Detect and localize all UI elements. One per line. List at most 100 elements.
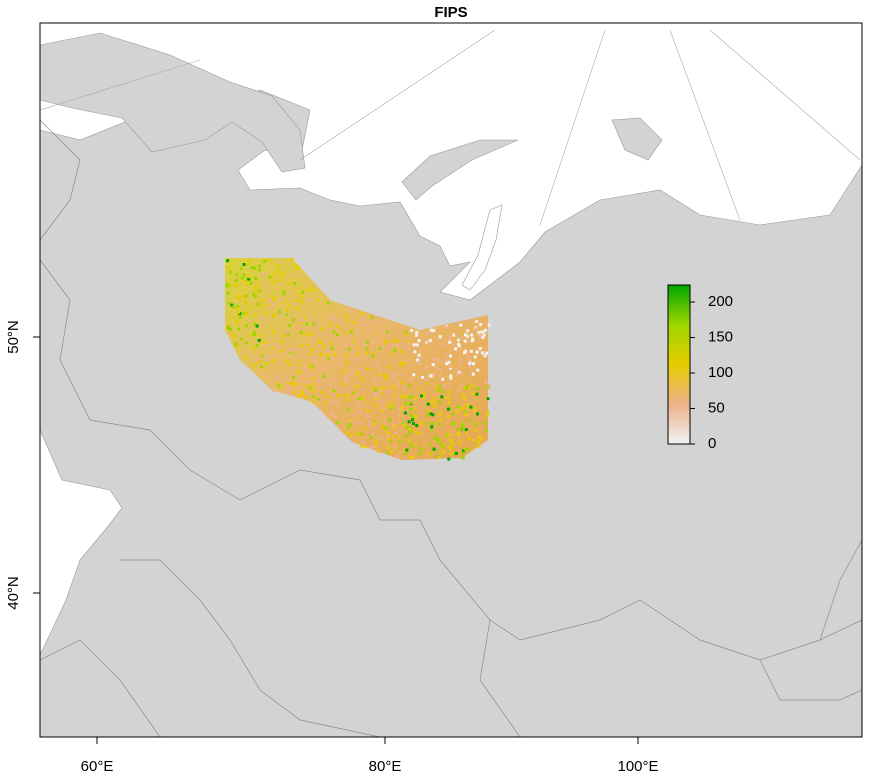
raster-pixel	[466, 359, 470, 363]
raster-pixel	[364, 412, 368, 416]
raster-pixel	[406, 359, 410, 363]
raster-pixel	[359, 377, 363, 381]
raster-pixel	[422, 395, 426, 399]
raster-pixel	[471, 391, 475, 395]
raster-pixel	[470, 339, 474, 343]
raster-pixel	[423, 378, 427, 382]
raster-pixel	[408, 427, 412, 431]
raster-pixel	[315, 298, 319, 302]
raster-pixel	[356, 400, 360, 404]
raster-pixel	[359, 369, 363, 373]
raster-pixel	[456, 433, 460, 437]
raster-pixel	[466, 329, 470, 333]
raster-pixel	[328, 381, 332, 385]
raster-pixel	[365, 347, 369, 351]
raster-pixel	[403, 372, 407, 376]
raster-pixel	[429, 399, 433, 403]
raster-pixel	[440, 442, 444, 445]
raster-pixel	[386, 446, 390, 450]
raster-pixel	[301, 295, 305, 299]
raster-pixel	[414, 333, 418, 337]
raster-pixel	[320, 391, 324, 394]
raster-pixel	[385, 404, 389, 408]
raster-pixel	[278, 310, 282, 314]
raster-pixel	[300, 345, 303, 349]
raster-pixel	[382, 406, 386, 410]
raster-pixel	[366, 367, 370, 371]
raster-pixel	[355, 357, 359, 361]
raster-pixel	[263, 311, 267, 315]
raster-pixel	[272, 273, 276, 277]
raster-pixel	[445, 352, 449, 356]
raster-pixel	[261, 355, 264, 358]
raster-pixel	[239, 337, 243, 341]
raster-pixel	[391, 405, 395, 409]
raster-pixel	[383, 420, 387, 424]
raster-pixel	[376, 391, 380, 395]
raster-pixel	[399, 373, 403, 377]
raster-pixel	[382, 373, 386, 377]
raster-pixel	[399, 350, 403, 354]
meridian	[539, 29, 606, 226]
raster-pixel	[388, 390, 392, 394]
raster-pixel	[290, 258, 294, 262]
raster-pixel	[279, 340, 283, 344]
raster-pixel	[429, 412, 433, 416]
raster-pixel	[297, 267, 300, 271]
raster-pixel	[465, 334, 469, 338]
raster-pixel	[441, 450, 445, 454]
raster-pixel	[258, 360, 262, 364]
raster-pixel	[229, 270, 233, 274]
raster-pixel	[278, 346, 282, 350]
raster-pixel	[464, 430, 468, 434]
raster-pixel	[314, 326, 318, 330]
raster-pixel	[381, 346, 385, 350]
raster-pixel	[393, 395, 397, 398]
raster-pixel	[258, 264, 262, 268]
raster-pixel	[427, 409, 431, 413]
raster-pixel	[303, 344, 307, 348]
raster-pixel	[390, 372, 394, 376]
raster-pixel	[478, 335, 482, 339]
raster-pixel	[310, 365, 314, 369]
raster-pixel	[249, 354, 253, 358]
raster-pixel	[336, 319, 340, 323]
raster-pixel	[244, 294, 248, 298]
raster-pixel	[369, 341, 373, 345]
raster-pixel	[438, 373, 442, 377]
raster-pixel	[311, 400, 315, 404]
raster-pixel	[404, 332, 408, 336]
raster-pixel	[375, 443, 378, 447]
raster-pixel	[380, 408, 384, 412]
raster-pixel	[255, 358, 259, 361]
raster-pixel	[372, 351, 376, 355]
raster-pixel	[297, 322, 301, 326]
raster-pixel	[258, 289, 261, 293]
raster-pixel	[362, 401, 366, 404]
raster-pixel	[332, 330, 336, 334]
raster-pixel	[397, 384, 400, 388]
raster-pixel	[431, 357, 435, 361]
raster-pixel	[467, 339, 471, 343]
raster-pixel	[431, 413, 435, 417]
raster-pixel	[436, 358, 440, 362]
raster-pixel	[443, 325, 447, 329]
raster-pixel	[392, 423, 396, 426]
legend-tick-label: 200	[708, 293, 733, 310]
raster-pixel	[452, 333, 456, 337]
raster-pixel	[351, 413, 355, 417]
raster-pixel	[265, 284, 269, 288]
raster-pixel	[232, 305, 235, 309]
raster-pixel	[348, 423, 352, 426]
raster-pixel	[449, 447, 452, 451]
raster-pixel	[367, 423, 371, 427]
raster-pixel	[237, 327, 241, 331]
raster-pixel	[249, 305, 252, 309]
raster-pixel	[305, 322, 309, 326]
raster-pixel	[282, 290, 286, 294]
raster-pixel	[401, 421, 405, 425]
raster-pixel	[404, 435, 408, 439]
map-title: FIPS	[434, 4, 467, 21]
raster-pixel	[447, 433, 451, 437]
raster-pixel	[414, 397, 418, 401]
